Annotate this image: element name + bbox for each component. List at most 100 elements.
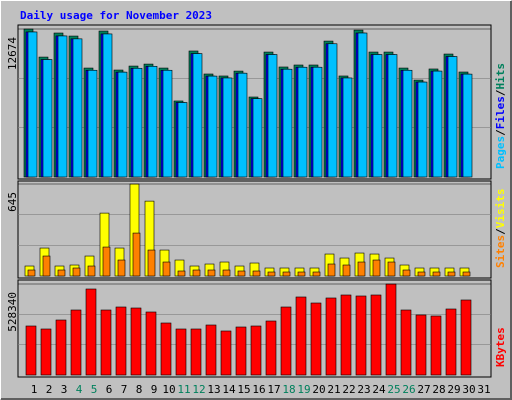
bar	[430, 315, 442, 376]
bar	[252, 270, 261, 277]
bar	[445, 308, 457, 376]
bar	[192, 269, 201, 277]
x-tick-label: 9	[151, 383, 158, 396]
x-tick-label: 22	[342, 383, 355, 396]
bar	[387, 54, 398, 178]
bar	[192, 53, 203, 178]
bar	[387, 261, 396, 277]
bar	[102, 33, 113, 178]
bar	[447, 56, 458, 178]
x-tick-label: 28	[432, 383, 445, 396]
x-tick-label: 31	[477, 383, 490, 396]
bar	[117, 259, 126, 277]
x-tick-label: 2	[46, 383, 53, 396]
bar	[27, 269, 36, 277]
bar	[87, 69, 98, 178]
y-tick-label: 528340	[6, 292, 19, 332]
legend-entry: Files	[494, 96, 507, 129]
bar	[132, 232, 141, 277]
x-tick-label: 25	[387, 383, 400, 396]
bar	[100, 309, 112, 376]
bar	[402, 269, 411, 277]
bar	[325, 297, 337, 376]
bar	[432, 271, 441, 277]
x-tick-label: 15	[237, 383, 250, 396]
bar	[40, 328, 52, 376]
bar	[282, 68, 293, 178]
bar	[400, 309, 412, 376]
bar	[160, 322, 172, 376]
bar	[222, 269, 231, 277]
bar	[417, 81, 428, 178]
x-tick-label: 6	[106, 383, 113, 396]
x-tick-label: 16	[252, 383, 265, 396]
legend: Sites/Visits	[494, 189, 507, 269]
x-tick-label: 7	[121, 383, 128, 396]
bar	[357, 261, 366, 277]
bar	[72, 38, 83, 178]
bar	[115, 306, 127, 376]
legend-entry: KBytes	[494, 327, 507, 367]
bar	[282, 271, 291, 277]
bar	[297, 271, 306, 277]
bar	[327, 43, 338, 178]
bar	[402, 69, 413, 178]
x-tick-label: 24	[372, 383, 386, 396]
bar	[162, 69, 173, 178]
x-tick-label: 20	[312, 383, 325, 396]
legend-entry: Visits	[494, 189, 507, 229]
bar	[57, 35, 68, 178]
bar	[70, 309, 82, 376]
bar	[102, 246, 111, 277]
bar	[342, 264, 351, 277]
bar	[295, 296, 307, 376]
legend-separator: /	[494, 129, 507, 136]
y-tick-label: 12674	[6, 37, 19, 70]
x-tick-label: 3	[61, 383, 68, 396]
bar	[132, 67, 143, 178]
x-tick-label: 5	[91, 383, 98, 396]
legend-entry: Sites	[494, 235, 507, 268]
x-tick-label: 10	[162, 383, 175, 396]
legend-separator: /	[494, 228, 507, 235]
bar	[310, 302, 322, 376]
bar	[297, 66, 308, 178]
bar	[447, 271, 456, 277]
x-tick-label: 29	[447, 383, 460, 396]
bar	[207, 269, 216, 277]
bar	[177, 270, 186, 277]
x-tick-label: 14	[222, 383, 236, 396]
legend-entry: Hits	[494, 63, 507, 90]
bar	[85, 288, 97, 376]
x-tick-label: 12	[192, 383, 205, 396]
bar	[222, 77, 233, 178]
bar	[460, 299, 472, 376]
bar	[370, 294, 382, 376]
y-tick-label: 645	[6, 192, 19, 212]
legend: KBytes	[494, 327, 507, 367]
x-tick-label: 13	[207, 383, 220, 396]
bar	[130, 307, 142, 376]
bar	[357, 32, 368, 178]
bar	[385, 283, 397, 376]
bar	[250, 325, 262, 376]
legend-separator: /	[494, 89, 507, 96]
bar	[205, 324, 217, 376]
bar	[55, 319, 67, 376]
x-tick-label: 23	[357, 383, 370, 396]
bar	[27, 31, 38, 178]
bar	[372, 259, 381, 277]
bar	[355, 295, 367, 376]
x-tick-label: 19	[297, 383, 310, 396]
x-tick-label: 27	[417, 383, 430, 396]
bar	[87, 265, 96, 277]
bar	[432, 70, 443, 178]
bar	[57, 269, 66, 277]
bar	[312, 66, 323, 178]
bar	[72, 267, 81, 277]
bar	[147, 65, 158, 178]
x-tick-label: 11	[177, 383, 190, 396]
bar	[252, 98, 263, 178]
bar	[327, 263, 336, 277]
